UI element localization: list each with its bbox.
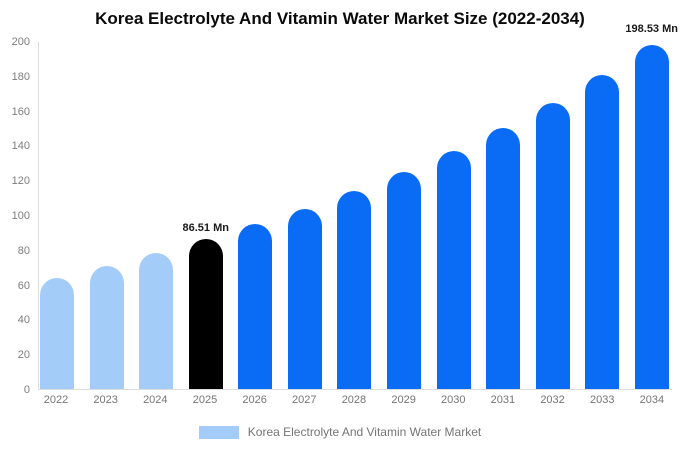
y-tick-120: 120 [11, 175, 30, 188]
y-tick-140: 140 [11, 140, 30, 153]
bar-slot-2023 [89, 42, 124, 389]
legend-label: Korea Electrolyte And Vitamin Water Mark… [247, 425, 482, 439]
bar-2031[interactable] [486, 127, 521, 389]
y-tick-0: 0 [23, 384, 30, 396]
bar-slot-2033 [585, 42, 620, 389]
y-tick-160: 160 [11, 105, 30, 118]
y-tick-20: 20 [17, 349, 30, 362]
bar-slot-2032 [535, 42, 570, 389]
bar-2022[interactable] [40, 277, 74, 389]
bar-2025[interactable] [188, 238, 223, 389]
legend[interactable]: Korea Electrolyte And Vitamin Water Mark… [0, 425, 680, 439]
x-tick-2031: 2031 [490, 394, 516, 406]
x-tick-2024: 2024 [143, 394, 168, 406]
bar-slot-2022 [40, 42, 74, 389]
x-tick-2026: 2026 [242, 394, 267, 406]
chart-title: Korea Electrolyte And Vitamin Water Mark… [95, 9, 585, 28]
annotation-2034-value: 198.53 Mn [625, 23, 678, 35]
x-tick-2033: 2033 [589, 394, 615, 406]
x-tick-2030: 2030 [441, 394, 466, 406]
y-tick-100: 100 [11, 210, 30, 222]
annotation-2025-value: 86.51 Mn [182, 221, 229, 234]
x-tick-2022: 2022 [43, 394, 69, 406]
bar-2028[interactable] [337, 191, 372, 389]
plot-area: 86.51 Mn [38, 42, 672, 390]
y-tick-180: 180 [11, 70, 30, 83]
bar-slot-2027 [287, 42, 322, 389]
bar-2030[interactable] [436, 150, 471, 389]
bar-slot-2034 [634, 42, 669, 389]
y-tick-40: 40 [17, 314, 30, 327]
x-tick-2034: 2034 [639, 394, 665, 406]
y-tick-80: 80 [17, 244, 30, 257]
legend-swatch-icon [198, 425, 239, 439]
y-axis: 0 20 40 60 80 100 120 140 160 180 200 [0, 36, 30, 396]
x-tick-2032: 2032 [540, 394, 565, 406]
bar-2024[interactable] [139, 253, 174, 389]
bar-2026[interactable] [238, 224, 273, 389]
bar-2032[interactable] [535, 102, 570, 389]
bar-slot-2029 [387, 42, 422, 389]
x-axis: 2022 2023 2024 2025 2026 2027 2028 2029 2030 2031… [38, 394, 672, 406]
x-tick-2025: 2025 [192, 394, 218, 406]
x-tick-2023: 2023 [93, 394, 118, 406]
bar-2034[interactable] [634, 44, 669, 389]
x-tick-2029: 2029 [391, 394, 416, 406]
bar-slot-2031 [486, 42, 521, 389]
bars-container: 86.51 Mn [40, 42, 669, 389]
bar-slot-2026 [238, 42, 273, 389]
bar-2027[interactable] [287, 208, 322, 389]
x-tick-2028: 2028 [341, 394, 367, 406]
bar-slot-2028 [337, 42, 372, 389]
bar-2029[interactable] [387, 171, 422, 389]
y-tick-200: 200 [11, 36, 30, 48]
bar-slot-2024 [139, 42, 174, 389]
y-tick-60: 60 [17, 279, 30, 292]
bar-slot-2025: 86.51 Mn [183, 42, 229, 389]
bar-2023[interactable] [89, 265, 124, 389]
bar-slot-2030 [436, 42, 471, 389]
x-tick-2027: 2027 [292, 394, 317, 406]
bar-2033[interactable] [585, 75, 620, 389]
